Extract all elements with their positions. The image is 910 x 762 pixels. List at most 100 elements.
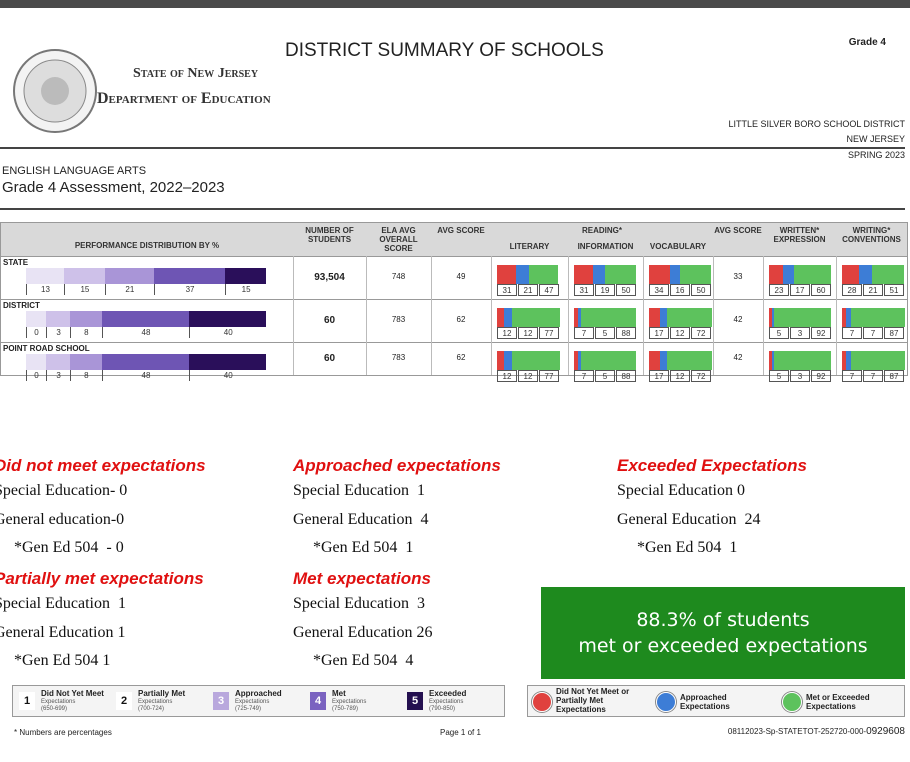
distribution-value: 0 [26, 370, 46, 381]
subscore-segment [793, 265, 831, 284]
subscore-segment [511, 308, 560, 327]
column-divider [431, 299, 432, 342]
legend-range: (790-850) [429, 706, 456, 712]
cell-value: 748 [391, 271, 406, 281]
column-divider [763, 342, 764, 375]
distribution-value: 3 [46, 327, 70, 338]
row-label: POINT ROAD SCHOOL [3, 344, 90, 353]
row-label: DISTRICT [3, 301, 40, 310]
subscore-segment [578, 308, 582, 327]
subscore-segment [842, 265, 860, 284]
column-header: NUMBER OF STUDENTS [305, 226, 354, 244]
column-divider [713, 299, 714, 342]
column-divider [643, 256, 644, 299]
subscore-value: 50 [691, 284, 711, 296]
note-line: *Gen Ed 504 4 [313, 652, 414, 669]
note-line: General education-0 [0, 510, 125, 528]
subscore-segment [769, 308, 773, 327]
distribution-value: 8 [70, 370, 101, 381]
subscore-segment [504, 308, 512, 327]
column-header: INFORMATION [577, 242, 634, 251]
column-divider [836, 342, 837, 375]
summary-line: 88.3% of students [636, 609, 810, 631]
column-header: ELA AVG OVERALL SCORE [379, 226, 418, 253]
column-divider [366, 299, 367, 342]
subscore-value: 7 [863, 370, 883, 382]
subscore-value: 5 [769, 327, 789, 339]
legend-range: (700-724) [138, 706, 165, 712]
subscore-value: 34 [649, 284, 669, 296]
distribution-value: 48 [101, 327, 190, 338]
rule [0, 147, 905, 149]
subscore-value: 12 [670, 327, 690, 339]
distribution-segment [64, 268, 105, 284]
subscore-value: 16 [670, 284, 690, 296]
distribution-segment [46, 354, 71, 370]
subscore-segment [773, 351, 831, 370]
column-divider [713, 342, 714, 375]
cell-value: 42 [733, 352, 743, 362]
distribution-segment [46, 311, 71, 327]
subscore-segment [769, 265, 784, 284]
subscore-value: 17 [790, 284, 810, 296]
subscore-value: 28 [842, 284, 862, 296]
subscore-value: 87 [884, 370, 904, 382]
region: NEW JERSEY [846, 134, 905, 144]
subscore-segment [842, 308, 847, 327]
cell-value: 783 [391, 352, 406, 362]
subscore-segment [872, 265, 904, 284]
distribution-value: 40 [189, 370, 266, 381]
note-heading: Did not meet expectations [0, 456, 206, 475]
subscore-segment [516, 265, 530, 284]
subscore-value: 7 [842, 370, 862, 382]
distribution-value: 40 [189, 327, 266, 338]
footnote: * Numbers are percentages [14, 728, 112, 737]
cell-value: 93,504 [314, 271, 345, 283]
note-line: General Education 26 [293, 623, 433, 641]
subscore-segment [504, 351, 512, 370]
column-divider [568, 342, 569, 375]
legend-sub: Expectations [41, 699, 76, 705]
subscore-value: 12 [497, 327, 517, 339]
distribution-value: 13 [26, 284, 64, 295]
cell-value: 62 [456, 314, 466, 324]
column-header: AVG SCORE [437, 226, 485, 235]
page-number: Page 1 of 1 [440, 728, 481, 737]
subscore-value: 3 [790, 370, 810, 382]
distribution-value: 15 [64, 284, 105, 295]
cell-value: 62 [456, 352, 466, 362]
column-header: PERFORMANCE DISTRIBUTION BY % [74, 241, 220, 250]
subscore-segment [846, 308, 851, 327]
legend-swatch: 3 [213, 692, 229, 710]
subscore-segment [574, 351, 579, 370]
column-divider [568, 256, 569, 299]
subscore-segment [649, 351, 660, 370]
legend: Did Not Yet Meet or Partially Met Expect… [527, 685, 905, 717]
district: LITTLE SILVER BORO SCHOOL DISTRICT [728, 119, 905, 129]
subscore-value: 23 [769, 284, 789, 296]
note-line: General Education 4 [293, 510, 429, 528]
subscore-value: 92 [811, 370, 831, 382]
row-divider [1, 299, 907, 300]
subscore-value: 12 [497, 370, 517, 382]
legend-swatch: 2 [116, 692, 132, 710]
legend-swatch: 5 [407, 692, 423, 710]
column-divider [293, 299, 294, 342]
legend-range: (750-789) [332, 706, 359, 712]
subscore-value: 5 [595, 370, 615, 382]
title: DISTRICT SUMMARY OF SCHOOLS [285, 40, 604, 61]
distribution-value: 48 [101, 370, 190, 381]
department: Department of Education [97, 90, 271, 107]
subscore-segment [511, 351, 560, 370]
header-row [1, 223, 907, 256]
subscore-segment [529, 265, 559, 284]
legend-icon [782, 692, 802, 712]
subscore-value: 88 [616, 370, 636, 382]
top-strip [0, 0, 910, 8]
distribution-segment [70, 354, 102, 370]
note-line: Special Education- 0 [0, 482, 128, 499]
state-name: State of New Jersey [133, 66, 259, 81]
subscore-segment [850, 351, 905, 370]
distribution-segment [104, 268, 154, 284]
